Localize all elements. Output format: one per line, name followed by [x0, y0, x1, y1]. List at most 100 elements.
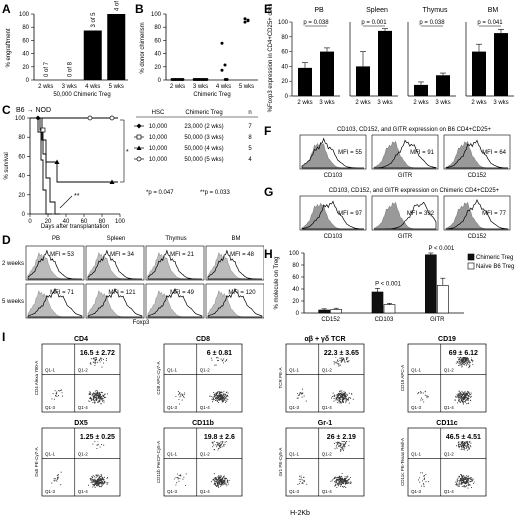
panel-i-plot-title: CD11b: [192, 420, 214, 427]
panel-i-event: [468, 359, 470, 362]
panel-i-event: [333, 395, 335, 397]
panel-i-event: [462, 480, 464, 482]
panel-i-event: [470, 358, 473, 360]
panel-i-event: [98, 393, 100, 395]
panel-i-event: [470, 392, 472, 394]
panel-i-event: [93, 397, 95, 399]
panel-i-event: [428, 481, 430, 483]
panel-i-event: [223, 393, 225, 395]
panel-i-event: [468, 367, 470, 369]
panel-i-event: [338, 397, 340, 399]
panel-i-event: [223, 394, 225, 396]
panel-i-event: [469, 362, 471, 364]
panel-letter-e: E: [264, 2, 273, 16]
panel-i-event: [422, 392, 424, 394]
panel-i-event: [224, 393, 226, 395]
panel-c-row-treg: 50,000 (3 wks): [184, 135, 223, 141]
panel-i-event: [99, 395, 101, 397]
panel-i-event: [218, 399, 220, 401]
panel-h-pvalue: P < 0.001: [375, 281, 401, 287]
panel-f-title: CD103, CD152, and GITR expression on B6 …: [337, 127, 492, 133]
panel-i-event: [90, 393, 92, 395]
panel-i-event: [461, 400, 463, 402]
panel-i-event: [103, 476, 106, 478]
panel-i-event: [470, 446, 472, 448]
panel-i-event: [465, 447, 467, 450]
panel-i-event: [423, 484, 425, 486]
panel-e-xtick: 3 wks: [319, 100, 334, 106]
panel-i-quadrant-label: Q1-2: [200, 452, 211, 457]
panel-i-event: [340, 358, 342, 360]
panel-i-event: [220, 444, 222, 446]
panel-i-quadrant-label: Q1-1: [167, 452, 178, 457]
panel-i-event: [106, 476, 109, 479]
panel-i-event: [94, 397, 96, 399]
panel-i-event: [460, 398, 462, 400]
panel-i-event: [94, 440, 96, 443]
panel-i-event: [97, 475, 99, 477]
panel-i-event: [456, 478, 458, 481]
panel-i-event: [331, 396, 333, 398]
panel-i-event: [340, 484, 343, 486]
panel-letter-d: D: [2, 233, 11, 247]
panel-e-group-title: PB: [314, 7, 324, 14]
panel-i-event: [94, 357, 96, 359]
panel-g-histograms: CD103, CD152, and GITR expression on Chi…: [299, 188, 511, 240]
panel-i-event: [472, 479, 474, 481]
panel-i-event: [100, 481, 102, 483]
panel-i-event: [222, 359, 224, 361]
panel-i-event: [97, 392, 99, 394]
panel-i-plot-title: CD11c: [436, 420, 458, 427]
panel-i-event: [100, 398, 102, 401]
panel-i-event: [467, 358, 469, 360]
panel-i-event: [457, 393, 459, 395]
panel-i-event: [218, 390, 220, 392]
panel-h-xtick: GITR: [430, 317, 445, 323]
panel-i-event: [93, 399, 95, 401]
panel-i-event: [426, 395, 428, 397]
panel-i-event: [223, 475, 225, 477]
panel-a-ytick: 40: [22, 52, 29, 58]
panel-d-row-header: 5 weeks: [2, 299, 24, 305]
panel-i-event: [336, 447, 338, 449]
panel-i-event: [456, 479, 458, 481]
panel-i-event: [348, 392, 350, 394]
panel-i-event: [466, 449, 469, 451]
panel-i-event: [335, 442, 337, 444]
panel-i-event: [215, 357, 218, 359]
panel-i-event: [469, 361, 471, 363]
panel-i-event: [214, 364, 216, 366]
panel-i-event: [218, 483, 220, 485]
panel-i-event: [221, 393, 223, 396]
panel-i-event: [178, 398, 180, 401]
panel-i-event: [462, 403, 464, 405]
panel-i-event: [340, 479, 342, 482]
panel-i-event: [224, 478, 226, 480]
panel-i-plot-title: αβ + γδ TCR: [304, 336, 345, 343]
panel-i-event: [468, 392, 470, 394]
panel-i-ylabel: Dx5 PE-Cy7-A: [34, 447, 39, 476]
panel-i-event: [465, 441, 467, 443]
panel-i-event: [340, 482, 342, 484]
panel-i-event: [342, 394, 344, 396]
panel-d-mfi: MFI = 34: [110, 252, 135, 258]
panel-i-event: [53, 478, 55, 480]
panel-h-xtick: CD103: [375, 317, 394, 323]
panel-i-event: [345, 396, 347, 398]
survival-marker: [109, 179, 115, 184]
panel-i-event: [458, 446, 460, 448]
panel-i-event: [215, 397, 217, 399]
panel-i-event: [351, 393, 353, 395]
panel-i-event: [340, 392, 342, 394]
panel-i-events: [173, 437, 230, 488]
panel-i-quadrant-label: Q1-1: [45, 368, 56, 373]
panel-h-xtick: CD152: [321, 317, 340, 323]
panel-a-bar-label: 4 of 4: [114, 0, 120, 11]
panel-i-event: [94, 394, 96, 396]
panel-i-event: [464, 483, 466, 485]
panel-i-event: [96, 447, 98, 450]
panel-b-xtick: 2 wks: [170, 84, 185, 90]
panel-i-event: [180, 395, 182, 397]
panel-i-event: [340, 446, 342, 448]
panel-b-point: [181, 78, 185, 81]
